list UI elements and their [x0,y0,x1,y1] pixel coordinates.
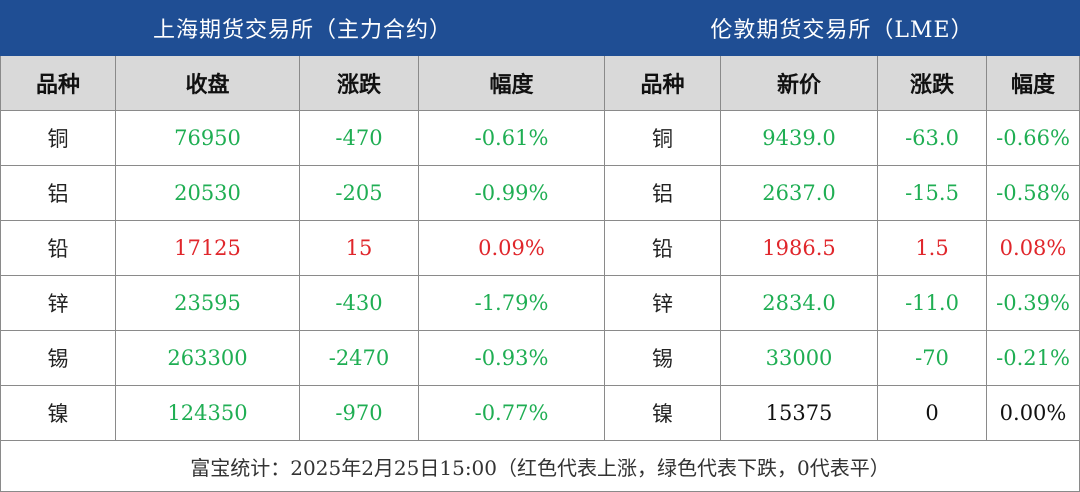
shfe-metal-cell: 铅 [0,220,116,276]
lme-price-cell: 9439.0 [720,110,879,166]
shfe-close-cell: 124350 [115,385,300,441]
shfe-change-cell: -205 [299,165,419,221]
shfe-change-cell: -970 [299,385,419,441]
lme-change-cell: -11.0 [877,275,988,331]
shfe-title: 上海期货交易所（主力合约） [0,0,606,56]
shfe-close-cell: 76950 [115,110,300,166]
shfe-close-cell: 263300 [115,330,300,386]
shfe-change-cell: -470 [299,110,419,166]
shfe-change-cell: -2470 [299,330,419,386]
shfe-col-pct: 幅度 [417,55,606,111]
shfe-close-cell: 23595 [115,275,300,331]
lme-metal-cell: 镍 [604,385,722,441]
lme-metal-cell: 铅 [604,220,722,276]
lme-change-cell: -15.5 [877,165,988,221]
lme-pct-cell: -0.21% [986,330,1080,386]
table-row: 铝 20530 -205 -0.99% 铝 2637.0 -15.5 -0.58% [0,165,1080,221]
table-row: 锌 23595 -430 -1.79% 锌 2834.0 -11.0 -0.39% [0,275,1080,331]
lme-price-cell: 33000 [720,330,879,386]
shfe-pct-cell: -1.79% [417,275,606,331]
column-header-row: 品种 收盘 涨跌 幅度 品种 新价 涨跌 幅度 [0,55,1080,111]
shfe-col-change: 涨跌 [299,55,419,111]
lme-pct-cell: -0.58% [986,165,1080,221]
lme-pct-cell: 0.00% [986,385,1080,441]
shfe-metal-cell: 镍 [0,385,116,441]
footer-row: 富宝统计：2025年2月25日15:00（红色代表上涨，绿色代表下跌，0代表平） [0,440,1080,492]
lme-col-metal: 品种 [604,55,722,111]
shfe-metal-cell: 锡 [0,330,116,386]
lme-metal-cell: 铝 [604,165,722,221]
lme-col-pct: 幅度 [986,55,1080,111]
shfe-col-close: 收盘 [115,55,300,111]
lme-price-cell: 2637.0 [720,165,879,221]
lme-price-cell: 15375 [720,385,879,441]
table-row: 锡 263300 -2470 -0.93% 锡 33000 -70 -0.21% [0,330,1080,386]
lme-pct-cell: -0.39% [986,275,1080,331]
shfe-close-cell: 17125 [115,220,300,276]
lme-metal-cell: 锌 [604,275,722,331]
lme-col-change: 涨跌 [877,55,988,111]
exchange-header-row: 上海期货交易所（主力合约） 伦敦期货交易所（LME） [0,0,1080,56]
table-row: 铜 76950 -470 -0.61% 铜 9439.0 -63.0 -0.66% [0,110,1080,166]
shfe-change-cell: -430 [299,275,419,331]
lme-pct-cell: -0.66% [986,110,1080,166]
lme-price-cell: 1986.5 [720,220,879,276]
lme-price-cell: 2834.0 [720,275,879,331]
lme-change-cell: 0 [877,385,988,441]
shfe-change-cell: 15 [299,220,419,276]
shfe-pct-cell: 0.09% [417,220,606,276]
shfe-pct-cell: -0.99% [417,165,606,221]
lme-title: 伦敦期货交易所（LME） [604,0,1080,56]
lme-col-price: 新价 [720,55,879,111]
table-row: 铅 17125 15 0.09% 铅 1986.5 1.5 0.08% [0,220,1080,276]
lme-change-cell: -63.0 [877,110,988,166]
lme-change-cell: 1.5 [877,220,988,276]
lme-metal-cell: 锡 [604,330,722,386]
shfe-col-metal: 品种 [0,55,116,111]
table-row: 镍 124350 -970 -0.77% 镍 15375 0 0.00% [0,385,1080,441]
lme-pct-cell: 0.08% [986,220,1080,276]
footer-note: 富宝统计：2025年2月25日15:00（红色代表上涨，绿色代表下跌，0代表平） [0,440,1080,492]
lme-change-cell: -70 [877,330,988,386]
lme-metal-cell: 铜 [604,110,722,166]
shfe-metal-cell: 锌 [0,275,116,331]
shfe-pct-cell: -0.93% [417,330,606,386]
shfe-pct-cell: -0.77% [417,385,606,441]
shfe-metal-cell: 铜 [0,110,116,166]
shfe-close-cell: 20530 [115,165,300,221]
shfe-pct-cell: -0.61% [417,110,606,166]
shfe-metal-cell: 铝 [0,165,116,221]
